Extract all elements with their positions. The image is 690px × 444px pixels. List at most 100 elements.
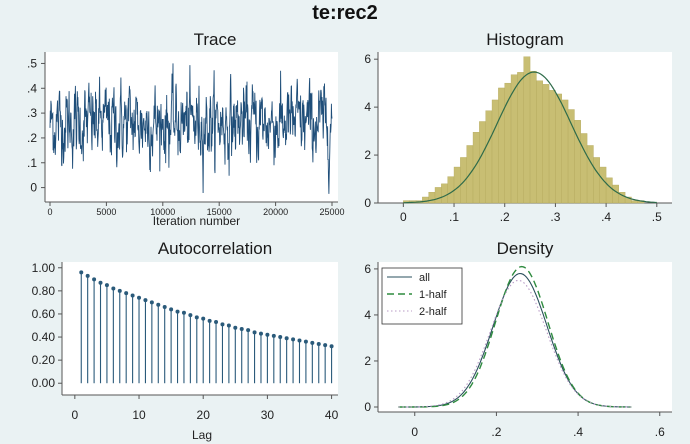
- density-legend-label: 1-half: [419, 289, 447, 301]
- autocorrelation-point: [169, 307, 174, 312]
- density-x-tick-label: .4: [573, 425, 583, 439]
- density-y-tick-label: 4: [364, 308, 371, 322]
- histogram-bar: [580, 133, 588, 204]
- autocorrelation-y-tick-label: 0.00: [32, 376, 56, 390]
- autocorrelation-point: [188, 313, 193, 318]
- trace-x-tick-label: 0: [47, 207, 52, 217]
- autocorrelation-x-tick-label: 30: [261, 408, 275, 422]
- histogram-normal-curve: [403, 71, 657, 204]
- histogram-bar: [624, 196, 632, 204]
- density-legend-label: 2-half: [419, 306, 447, 318]
- autocorrelation-point: [246, 328, 251, 333]
- autocorrelation-point: [214, 320, 219, 325]
- histogram-bar: [542, 84, 550, 204]
- autocorrelation-point: [137, 295, 142, 300]
- histogram-y-tick-label: 0: [364, 196, 371, 210]
- autocorrelation-point: [291, 337, 296, 342]
- autocorrelation-point: [98, 280, 103, 285]
- autocorrelation-y-tick-label: 0.80: [32, 284, 56, 298]
- trace-x-label: Iteration number: [153, 214, 240, 228]
- autocorrelation-point: [310, 340, 315, 345]
- density-line-1-half: [398, 265, 632, 408]
- autocorrelation-point: [323, 343, 328, 348]
- density-x-tick-label: .2: [491, 425, 501, 439]
- histogram-bar: [523, 56, 531, 204]
- autocorrelation-x-tick-label: 20: [197, 408, 211, 422]
- trace-y-tick-label: .1: [27, 156, 37, 170]
- histogram-bar: [586, 145, 594, 204]
- histogram-bar: [498, 87, 505, 204]
- autocorrelation-point: [104, 283, 109, 288]
- histogram-bar: [453, 166, 461, 204]
- histogram-bar: [612, 184, 619, 204]
- trace-x-tick-label: 5000: [96, 207, 116, 217]
- histogram-bar: [517, 72, 524, 204]
- density-y-tick-label: 0: [364, 400, 371, 414]
- autocorrelation-point: [284, 336, 289, 341]
- autocorrelation-point: [162, 305, 167, 310]
- autocorrelation-point: [316, 341, 321, 346]
- histogram-bar: [441, 183, 448, 204]
- trace-y-tick-label: .2: [27, 131, 37, 145]
- autocorrelation-point: [124, 291, 129, 296]
- autocorrelation-y-tick-label: 1.00: [32, 261, 56, 275]
- histogram-bar: [447, 176, 455, 204]
- autocorrelation-point: [220, 322, 225, 327]
- histogram-bar: [536, 80, 543, 204]
- autocorrelation-point: [239, 326, 244, 331]
- histogram-y-tick-label: 6: [364, 52, 371, 66]
- autocorrelation-x-tick-label: 10: [132, 408, 146, 422]
- autocorrelation-point: [297, 338, 302, 343]
- autocorrelation-y-tick-label: 0.40: [32, 330, 56, 344]
- histogram-bar: [593, 157, 600, 204]
- figure-title: te:rec2: [312, 2, 378, 24]
- histogram-bar: [485, 110, 493, 204]
- autocorrelation-point: [201, 316, 206, 321]
- autocorrelation-point: [252, 330, 257, 335]
- autocorrelation-point: [329, 344, 334, 349]
- histogram-x-tick-label: 0: [400, 210, 407, 224]
- autocorrelation-point: [130, 293, 135, 298]
- density-x-tick-label: 0: [411, 425, 418, 439]
- histogram-title: Histogram: [486, 30, 564, 49]
- autocorrelation-point: [175, 309, 180, 314]
- density-title: Density: [496, 239, 554, 258]
- density-legend-label: all: [419, 272, 430, 284]
- autocorrelation-point: [92, 277, 97, 282]
- trace-y-tick-label: .3: [27, 106, 37, 120]
- histogram-bar: [428, 192, 436, 204]
- autocorrelation-x-tick-label: 40: [325, 408, 339, 422]
- autocorrelation-y-tick-label: 0.60: [32, 307, 56, 321]
- autocorrelation-plot-area: [62, 262, 338, 395]
- trace-title: Trace: [193, 30, 237, 49]
- trace-y-tick-label: .4: [27, 81, 37, 95]
- autocorrelation-x-label: Lag: [192, 428, 212, 442]
- trace-line: [49, 63, 333, 194]
- trace-x-tick-label: 10000: [150, 207, 175, 217]
- trace-x-tick-label: 20000: [263, 207, 288, 217]
- histogram-x-tick-label: .1: [449, 210, 459, 224]
- trace-y-tick-label: 0: [30, 181, 37, 195]
- histogram-bar: [631, 200, 638, 204]
- histogram-bar: [605, 177, 613, 204]
- histogram-bar: [434, 187, 442, 204]
- autocorrelation-point: [226, 323, 231, 328]
- autocorrelation-point: [181, 310, 186, 315]
- histogram-x-tick-label: .5: [652, 210, 662, 224]
- histogram-x-tick-label: .4: [601, 210, 611, 224]
- autocorrelation-point: [303, 339, 308, 344]
- autocorrelation-point: [117, 288, 122, 293]
- density-x-tick-label: .6: [655, 425, 665, 439]
- autocorrelation-point: [194, 315, 199, 320]
- autocorrelation-point: [143, 298, 148, 303]
- autocorrelation-point: [265, 332, 270, 337]
- density-y-tick-label: 6: [364, 262, 371, 276]
- histogram-bar: [555, 93, 562, 204]
- autocorrelation-point: [79, 270, 84, 275]
- autocorrelation-point: [207, 318, 212, 323]
- histogram-x-tick-label: .3: [550, 210, 560, 224]
- autocorrelation-point: [271, 333, 276, 338]
- histogram-bar: [548, 90, 556, 204]
